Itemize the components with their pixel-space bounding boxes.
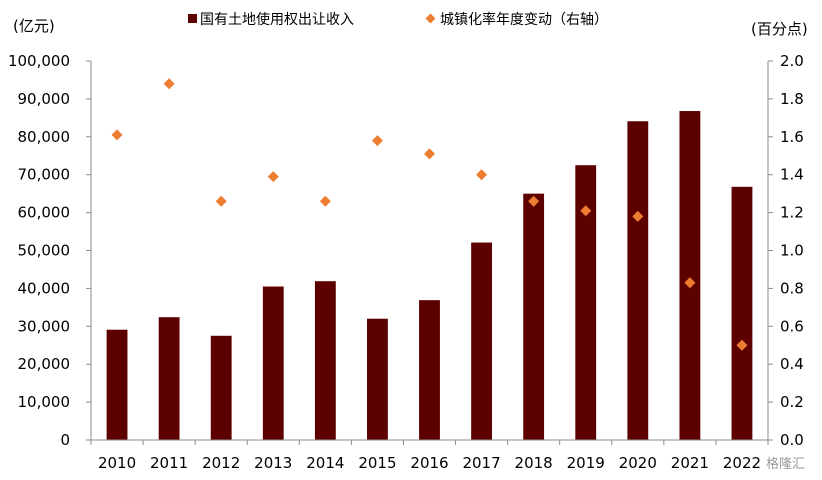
point-2017 bbox=[476, 169, 488, 181]
right-axis-tick-label: 0.8 bbox=[780, 279, 804, 297]
bar-2016 bbox=[419, 300, 440, 440]
x-axis-tick-label: 2021 bbox=[671, 454, 709, 472]
point-2011 bbox=[163, 78, 175, 90]
x-axis-tick-label: 2015 bbox=[358, 454, 396, 472]
right-axis-tick-label: 0.0 bbox=[780, 431, 804, 449]
bar-2019 bbox=[575, 165, 597, 440]
x-axis-tick-label: 2020 bbox=[619, 454, 657, 472]
left-axis-tick-label: 80,000 bbox=[18, 128, 71, 146]
bar-2015 bbox=[367, 318, 388, 440]
point-2010 bbox=[111, 129, 123, 141]
bar-2020 bbox=[627, 121, 649, 441]
legend: 国有土地使用权出让收入 城镇化率年度变动（右轴） bbox=[188, 11, 608, 28]
point-2022 bbox=[736, 339, 748, 351]
left-axis-tick-label: 0 bbox=[60, 431, 70, 449]
bar-2011 bbox=[158, 317, 180, 440]
left-axis-tick-label: 70,000 bbox=[18, 166, 71, 184]
left-axis-tick-label: 10,000 bbox=[18, 393, 71, 411]
bar-2022 bbox=[731, 186, 753, 440]
right-axis-tick-label: 0.6 bbox=[780, 317, 804, 335]
watermark-text: 格隆汇 bbox=[766, 456, 805, 472]
point-2015 bbox=[371, 135, 383, 147]
right-axis-tick-label: 1.4 bbox=[780, 166, 804, 184]
left-axis-unit-label: (亿元) bbox=[13, 17, 55, 35]
left-axis-tick-label: 90,000 bbox=[18, 90, 71, 108]
right-axis-tick-label: 1.0 bbox=[780, 242, 804, 260]
bar-2014 bbox=[314, 281, 336, 440]
x-axis: 2010 2011 2012 2013 2014 2015 2016 2017 2018 2019… bbox=[90, 439, 769, 472]
right-axis-tick-label: 1.6 bbox=[780, 128, 804, 146]
bar-2010 bbox=[106, 329, 128, 440]
x-axis-tick-label: 2017 bbox=[462, 454, 500, 472]
left-axis-tick-label: 20,000 bbox=[18, 355, 71, 373]
legend-bar-label: 国有土地使用权出让收入 bbox=[200, 11, 354, 28]
point-2018 bbox=[528, 195, 540, 207]
right-axis-tick-label: 1.2 bbox=[780, 204, 804, 222]
scatter-series bbox=[111, 78, 748, 351]
bar-2018 bbox=[523, 193, 545, 440]
right-axis-tick-label: 0.4 bbox=[780, 355, 804, 373]
left-axis-tick-label: 60,000 bbox=[18, 204, 71, 222]
legend-scatter-label: 城镇化率年度变动（右轴） bbox=[440, 11, 608, 28]
legend-bar-swatch bbox=[188, 14, 197, 23]
bar-series bbox=[106, 111, 753, 441]
x-axis-tick-label: 2016 bbox=[410, 454, 448, 472]
x-axis-tick-label: 2010 bbox=[98, 454, 136, 472]
legend-diamond-swatch bbox=[425, 13, 436, 24]
point-2012 bbox=[215, 195, 227, 207]
point-2019 bbox=[580, 205, 592, 217]
left-axis-tick-label: 40,000 bbox=[18, 279, 71, 297]
x-axis-tick-label: 2014 bbox=[306, 454, 344, 472]
left-axis-tick-label: 50,000 bbox=[18, 242, 71, 260]
point-2021 bbox=[684, 277, 696, 289]
left-axis-tick-label: 30,000 bbox=[18, 317, 71, 335]
right-axis-tick-label: 2.0 bbox=[780, 52, 804, 70]
x-axis-tick-label: 2018 bbox=[515, 454, 553, 472]
bar-2012 bbox=[210, 335, 232, 440]
x-axis-tick-label: 2011 bbox=[150, 454, 188, 472]
right-axis-tick-label: 0.2 bbox=[780, 393, 804, 411]
x-axis-tick-label: 2022 bbox=[723, 454, 761, 472]
bar-2021 bbox=[679, 111, 701, 440]
point-2013 bbox=[267, 171, 279, 183]
right-axis-tick-label: 1.8 bbox=[780, 90, 804, 108]
x-axis-tick-label: 2019 bbox=[567, 454, 605, 472]
bar-2013 bbox=[262, 286, 284, 440]
left-axis: 0 10,000 20,000 30,000 40,000 50,000 60,000 70,… bbox=[8, 52, 92, 449]
left-axis-tick-label: 100,000 bbox=[8, 52, 70, 70]
x-axis-tick-label: 2012 bbox=[202, 454, 240, 472]
point-2016 bbox=[424, 148, 435, 160]
right-axis: 0.0 0.2 0.4 0.6 0.8 1.0 1.2 1.4 1.6 1.8 2.0 bbox=[767, 52, 804, 449]
right-axis-unit-label: (百分点) bbox=[751, 20, 808, 38]
point-2020 bbox=[632, 210, 644, 222]
bar-2017 bbox=[471, 242, 492, 440]
point-2014 bbox=[319, 195, 331, 207]
x-axis-tick-label: 2013 bbox=[254, 454, 292, 472]
